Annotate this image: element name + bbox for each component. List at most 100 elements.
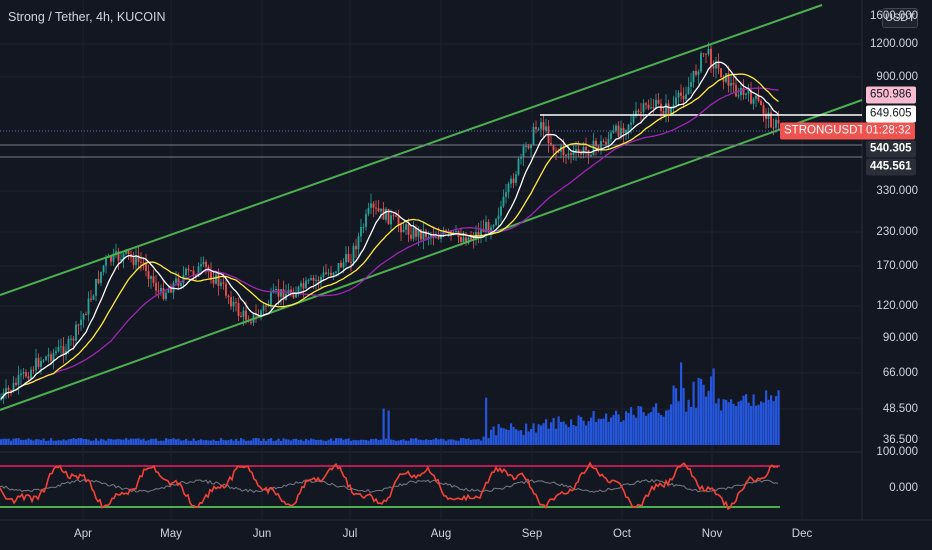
candle-body [582,147,585,155]
volume-bar [762,402,765,445]
volume-bar [467,438,470,445]
volume-bar [680,362,683,445]
volume-bar [717,398,720,445]
candle-body [522,146,525,157]
oscillator-signal-line [0,478,779,494]
volume-bar [685,411,688,445]
volume-bar [307,440,310,445]
volume-bar [517,430,520,445]
volume-bar [332,440,335,445]
volume-bar [550,422,553,445]
volume-bar [212,439,215,445]
candle-body [482,229,485,233]
candle-body [555,150,557,152]
candle-body [747,89,750,94]
candle-body [460,236,462,242]
countdown-badge: 01:28:32 [862,122,915,140]
candlesticks [0,42,780,404]
candle-body [442,230,445,235]
volume-bar [125,438,128,445]
candle-body [147,271,150,279]
volume-bar [355,440,358,445]
volume-bar [562,421,565,445]
candle-body [512,178,515,183]
volume-bar [700,378,703,445]
volume-bar [347,438,350,445]
candle-body [510,178,512,184]
volume-bar [110,439,113,445]
volume-bar [107,438,110,445]
volume-bar [352,439,355,445]
volume-bar [670,404,673,445]
volume-bar [572,425,575,445]
candle-body [597,146,600,150]
volume-bar [337,438,340,445]
volume-bar [472,439,475,445]
candle-body [20,373,22,376]
candle-body [545,126,547,131]
candle-body [657,99,660,104]
candle-body [680,92,682,96]
time-tick: Aug [430,528,452,540]
volume-bar [12,438,15,445]
volume-bar [437,439,440,445]
candle-body [397,216,400,226]
volume-bar [170,439,173,445]
volume-bar [15,438,18,445]
candle-body [215,274,217,284]
candle-body [197,266,200,277]
volume-bar [692,381,695,445]
candle-body [735,84,737,97]
candle-body [487,221,490,233]
candle-body [337,263,340,272]
volume-bar [665,410,668,445]
candle-body [7,388,10,391]
volume-bar [412,438,415,445]
candle-body [552,144,555,151]
volume-bar [505,429,508,445]
candle-body [102,265,105,273]
candle-body [760,101,762,106]
candle-body [110,255,112,262]
candle-body [557,151,560,153]
candle-body [520,156,522,159]
candle-body [180,282,182,286]
candle-body [705,53,707,55]
volume-bar [270,438,273,445]
volume-bar [217,440,220,445]
candle-body [105,257,107,266]
candle-body [335,271,337,273]
volume-bar [0,439,3,445]
volume-bar [595,422,598,445]
volume-bar [80,438,83,445]
candle-body [100,272,102,284]
candle-body [250,321,252,323]
candle-body [590,155,592,157]
volume-bar [277,438,280,445]
volume-bar [202,440,205,445]
volume-bar [167,439,170,445]
volume-bar [372,439,375,445]
candle-body [412,227,415,239]
volume-bar [335,438,338,445]
volume-bar [147,439,150,445]
volume-bar [365,440,368,445]
volume-bar [672,385,675,445]
volume-bar [52,440,55,445]
candle-body [362,226,365,228]
candle-body [40,360,42,367]
time-tick: Nov [701,528,723,540]
volume-bar [222,439,225,445]
volume-bar [750,406,753,445]
candle-body [270,292,272,305]
volume-bar [640,406,643,445]
currency-button[interactable]: USDT [882,8,918,28]
candle-body [710,48,712,66]
volume-bar [65,440,68,445]
volume-bar [22,439,25,445]
volume-bar [660,414,663,445]
volume-bar [235,438,238,445]
candle-body [232,301,235,307]
time-tick: May [160,528,182,540]
